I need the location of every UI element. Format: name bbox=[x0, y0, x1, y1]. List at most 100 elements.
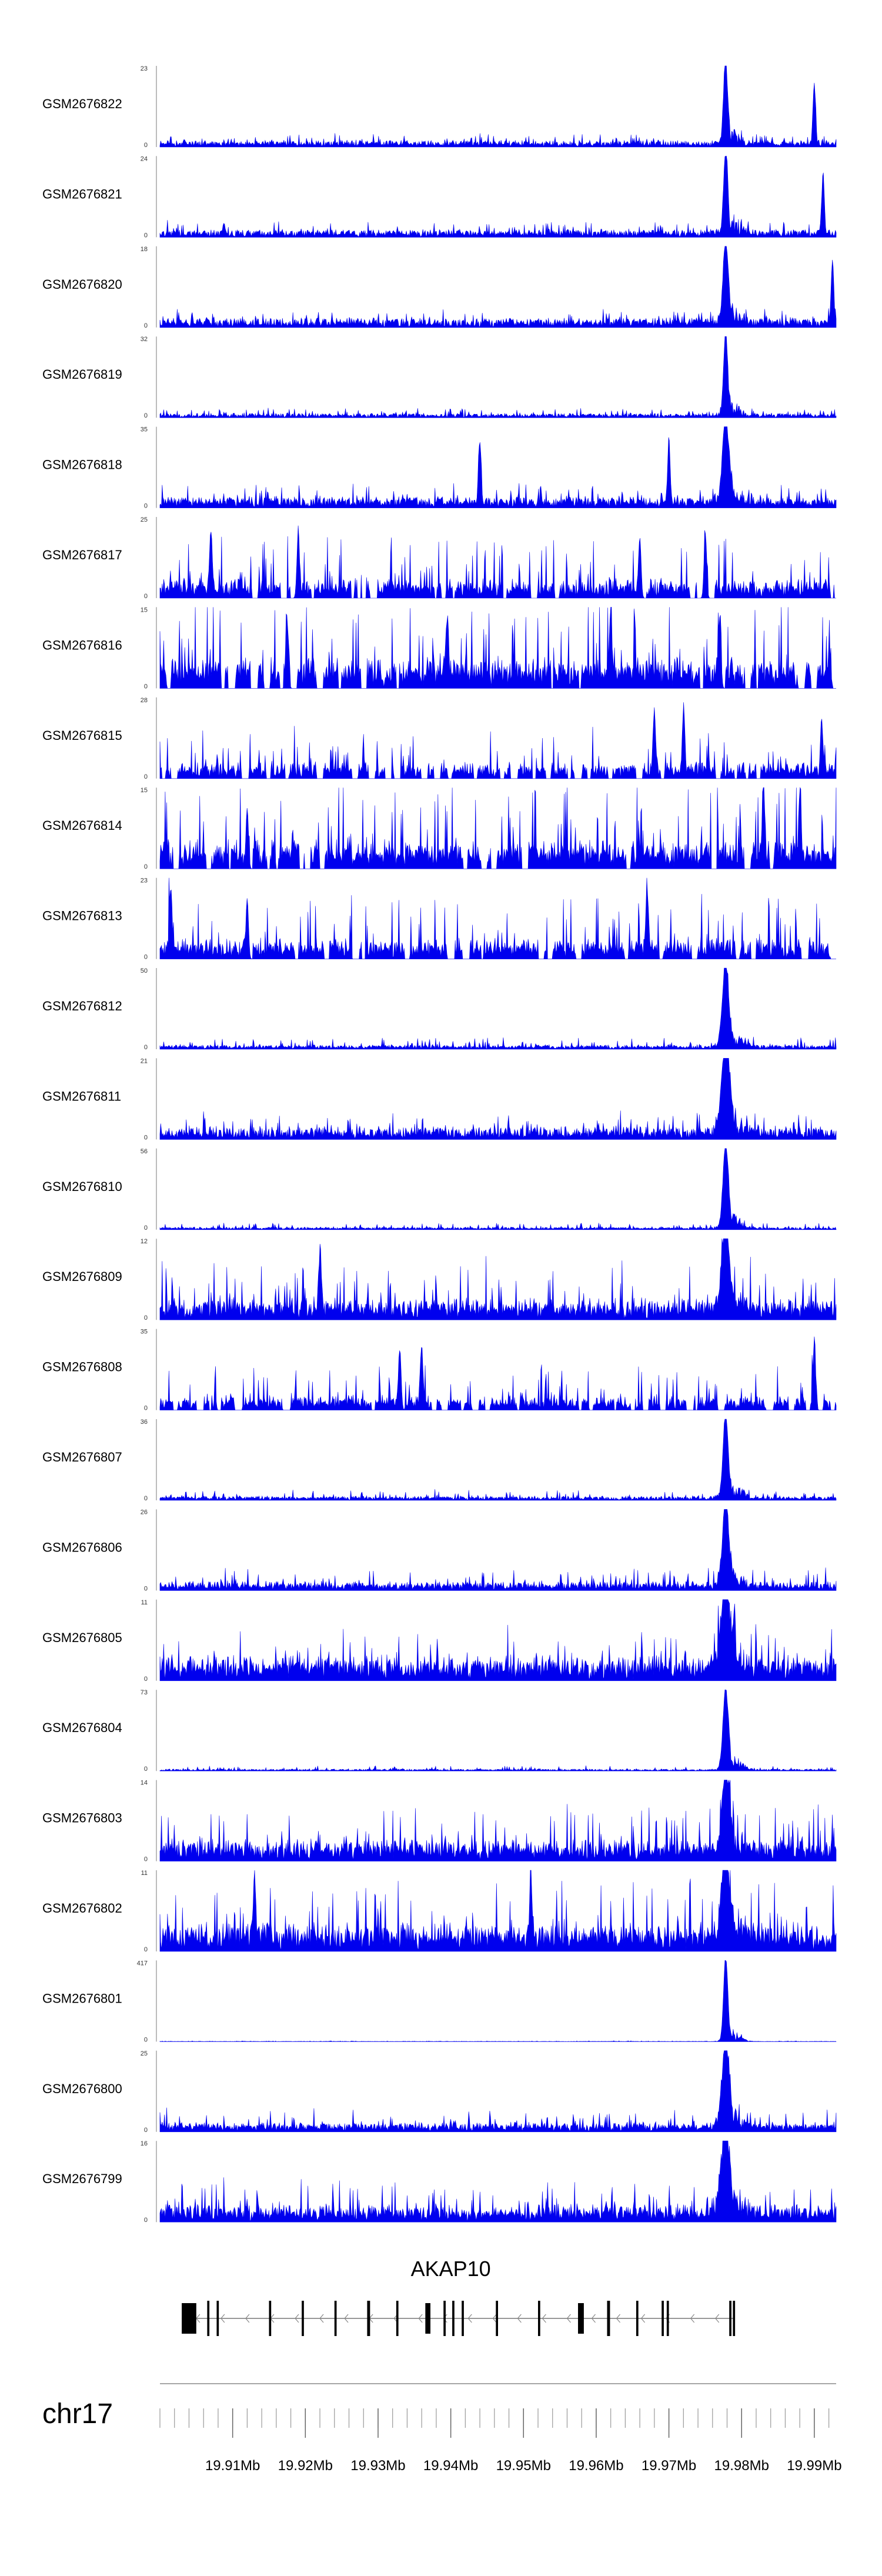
exon bbox=[396, 2301, 399, 2336]
chromosome-label: chr17 bbox=[42, 2398, 113, 2430]
y-max-label: 36 bbox=[141, 1419, 148, 1426]
y-min-label: 0 bbox=[144, 2127, 148, 2134]
y-min-label: 0 bbox=[144, 1766, 148, 1773]
x-tick-label: 19.98Mb bbox=[714, 2458, 769, 2474]
y-min-label: 0 bbox=[144, 412, 148, 419]
exon bbox=[538, 2301, 540, 2336]
exon bbox=[607, 2301, 610, 2336]
y-max-label: 11 bbox=[141, 1870, 148, 1877]
coverage-area bbox=[159, 1509, 837, 1591]
coverage-track: GSM2676819 32 0 bbox=[42, 336, 837, 419]
strand-arrow bbox=[566, 2314, 571, 2323]
exon bbox=[269, 2301, 272, 2336]
coverage-area bbox=[159, 1336, 837, 1410]
y-max-label: 50 bbox=[141, 967, 148, 975]
coverage-track: GSM2676810 56 0 bbox=[42, 1148, 837, 1232]
y-max-label: 26 bbox=[141, 1509, 148, 1516]
y-max-label: 417 bbox=[137, 1960, 148, 1967]
strand-arrow bbox=[517, 2314, 522, 2323]
y-min-label: 0 bbox=[144, 142, 148, 149]
track-label: GSM2676800 bbox=[42, 2081, 122, 2096]
track-label: GSM2676802 bbox=[42, 1901, 122, 1916]
track-label: GSM2676804 bbox=[42, 1720, 122, 1735]
coverage-area bbox=[159, 1960, 837, 2042]
coverage-track: GSM2676805 11 0 bbox=[42, 1599, 837, 1683]
strand-arrow bbox=[492, 2314, 497, 2323]
strand-arrow bbox=[344, 2314, 349, 2323]
track-label: GSM2676813 bbox=[42, 909, 122, 923]
track-label: GSM2676820 bbox=[42, 277, 122, 292]
coverage-track: GSM2676803 14 0 bbox=[42, 1780, 837, 1863]
track-label: GSM2676805 bbox=[42, 1630, 122, 1645]
track-label: GSM2676818 bbox=[42, 458, 122, 472]
y-min-label: 0 bbox=[144, 2036, 148, 2043]
coverage-track: GSM2676813 23 0 bbox=[42, 877, 836, 961]
track-label: GSM2676810 bbox=[42, 1179, 122, 1194]
y-max-label: 18 bbox=[141, 246, 148, 253]
axis-ticks: 19.91Mb 19.92Mb 19.93Mb 19.94Mb 19.95Mb 19.96… bbox=[159, 2408, 842, 2474]
coverage-area bbox=[159, 2140, 837, 2223]
track-label: GSM2676816 bbox=[42, 638, 122, 652]
coverage-track: GSM2676815 28 0 bbox=[42, 697, 837, 780]
y-min-label: 0 bbox=[144, 232, 148, 239]
coverage-track: GSM2676822 23 0 bbox=[42, 65, 837, 149]
track-label: GSM2676803 bbox=[42, 1811, 122, 1826]
x-tick-label: 19.92Mb bbox=[278, 2458, 333, 2474]
gene-track: AKAP10 bbox=[182, 2257, 736, 2336]
y-max-label: 25 bbox=[141, 2050, 148, 2057]
exon bbox=[729, 2301, 731, 2336]
track-label: GSM2676806 bbox=[42, 1540, 122, 1554]
coverage-area bbox=[159, 1780, 837, 1861]
exon bbox=[636, 2301, 639, 2336]
exon bbox=[578, 2303, 584, 2334]
coverage-area bbox=[159, 1238, 837, 1320]
y-min-label: 0 bbox=[144, 773, 148, 780]
coverage-area bbox=[159, 787, 837, 869]
exon bbox=[302, 2301, 304, 2336]
coverage-track: GSM2676808 35 0 bbox=[42, 1329, 837, 1412]
strand-arrow bbox=[295, 2314, 299, 2323]
gene-label: AKAP10 bbox=[411, 2257, 491, 2281]
y-min-label: 0 bbox=[144, 1946, 148, 1953]
exon bbox=[216, 2301, 219, 2336]
coverage-area bbox=[159, 702, 837, 779]
coverage-tracks: GSM2676822230GSM2676821240GSM2676820180G… bbox=[42, 65, 837, 2224]
exon bbox=[452, 2301, 455, 2336]
coverage-area bbox=[159, 967, 837, 1050]
strand-arrow bbox=[220, 2314, 225, 2323]
y-min-label: 0 bbox=[144, 683, 148, 690]
x-tick-label: 19.97Mb bbox=[642, 2458, 696, 2474]
track-label: GSM2676811 bbox=[42, 1089, 121, 1103]
strand-arrow bbox=[319, 2314, 324, 2323]
coverage-area bbox=[159, 156, 837, 238]
y-min-label: 0 bbox=[144, 1224, 148, 1232]
coverage-area bbox=[159, 607, 836, 689]
coverage-track: GSM2676806 26 0 bbox=[42, 1509, 837, 1592]
y-max-label: 32 bbox=[141, 336, 148, 343]
coverage-track: GSM2676816 15 0 bbox=[42, 606, 836, 690]
coverage-area bbox=[159, 336, 837, 418]
gene-model bbox=[182, 2301, 736, 2336]
coverage-track: GSM2676812 50 0 bbox=[42, 967, 837, 1051]
exon bbox=[334, 2301, 337, 2336]
y-min-label: 0 bbox=[144, 1044, 148, 1051]
track-label: GSM2676821 bbox=[42, 186, 122, 201]
coverage-area bbox=[159, 1058, 837, 1140]
y-min-label: 0 bbox=[144, 322, 148, 329]
y-max-label: 35 bbox=[141, 426, 148, 433]
coverage-area bbox=[159, 426, 837, 508]
x-tick-label: 19.94Mb bbox=[423, 2458, 478, 2474]
strand-arrow bbox=[542, 2314, 546, 2323]
exon bbox=[666, 2301, 669, 2336]
y-max-label: 12 bbox=[141, 1238, 148, 1245]
y-min-label: 0 bbox=[144, 1495, 148, 1502]
y-max-label: 23 bbox=[141, 877, 148, 885]
x-tick-label: 19.91Mb bbox=[205, 2458, 260, 2474]
coverage-track: GSM2676799 16 0 bbox=[42, 2140, 837, 2224]
exon bbox=[662, 2301, 664, 2336]
y-min-label: 0 bbox=[144, 954, 148, 961]
exon bbox=[367, 2301, 370, 2336]
coverage-area bbox=[159, 2050, 837, 2133]
y-max-label: 23 bbox=[141, 65, 148, 72]
strand-arrow bbox=[690, 2314, 695, 2323]
